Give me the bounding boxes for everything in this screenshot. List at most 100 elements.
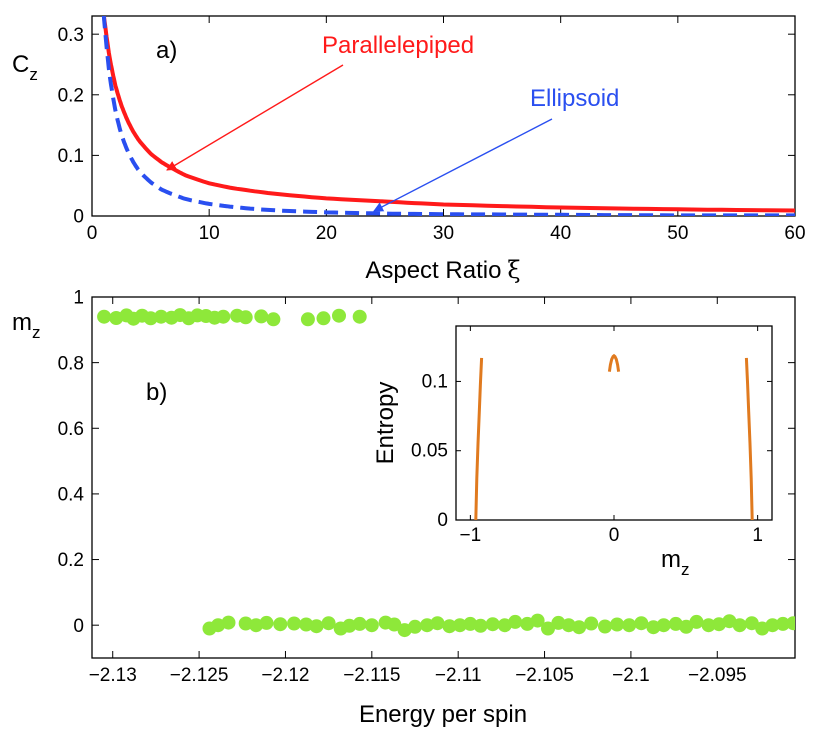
scatter-point [273, 617, 288, 632]
scatter-point [364, 618, 379, 633]
y-tick-label: 0.8 [58, 353, 84, 374]
scatter-point [819, 615, 830, 629]
scatter-point [332, 308, 346, 323]
panel-b-label: b) [146, 379, 167, 406]
scatter-point [238, 616, 253, 631]
series-line-parallelepiped [101, 16, 795, 213]
y-tick-label: 1 [73, 288, 84, 309]
scatter-point [744, 616, 759, 631]
x-tick-label: 60 [784, 223, 805, 244]
inset-ylabel: Entropy [372, 382, 399, 465]
scatter-point [143, 311, 158, 326]
scatter-point [316, 311, 331, 326]
scatter-point [299, 617, 314, 632]
x-tick-label: −1 [460, 525, 482, 546]
entropy-curve-center-branch [607, 353, 621, 372]
panel-b-ticks: −2.13 −2.125 −2.12 −2.115 −2.11 −2.105 −2.1 −2.… [58, 288, 795, 686]
entropy-curve-right-branch [744, 357, 754, 520]
y-tick-label: 0.2 [58, 550, 84, 571]
scatter-point [485, 617, 500, 632]
x-tick-label: −2.13 [89, 665, 137, 686]
panel-b-xlabel: Energy per spin [359, 701, 527, 728]
y-tick-label: 0 [73, 616, 84, 637]
scatter-point [732, 618, 747, 633]
inset-frame [455, 325, 773, 521]
scatter-point [610, 617, 625, 632]
scatter-point [216, 309, 231, 324]
panel-b-series [97, 308, 830, 638]
x-tick-label: 10 [199, 223, 220, 244]
y-tick-label: 0.6 [58, 419, 84, 440]
inset-xlabel: mz [661, 546, 690, 579]
x-tick-label: −2.105 [515, 665, 574, 686]
panel-a-xlabel: Aspect Ratio ξ [365, 256, 520, 284]
x-tick-label: 50 [667, 223, 688, 244]
scatter-point [249, 618, 264, 633]
x-tick-label: 0 [609, 525, 620, 546]
panel-a-ticks: 0 10 20 30 40 50 60 0 0.1 0.2 0.3 [58, 16, 806, 244]
scatter-point [300, 312, 315, 327]
inset-series [474, 353, 754, 520]
y-tick-label: 0.05 [411, 441, 448, 462]
parallelepiped-annotation: Parallelepiped [322, 32, 474, 59]
scatter-point [97, 309, 112, 324]
x-tick-label: −2.095 [688, 665, 747, 686]
scatter-point [656, 618, 671, 633]
y-tick-label: 0.1 [422, 371, 448, 392]
scatter-point [387, 617, 402, 632]
scatter-point [254, 309, 269, 324]
x-tick-label: −2.12 [261, 665, 309, 686]
scatter-point [798, 614, 812, 628]
scatter-point [238, 310, 253, 325]
panel-a: 0 10 20 30 40 50 60 0 0.1 0.2 0.3 a) Cz Aspect Rat… [12, 15, 806, 284]
panel-a-series [101, 16, 795, 216]
panel-b-frame [91, 296, 796, 659]
series-line-ellipsoid [101, 16, 795, 216]
scatter-point [442, 619, 457, 634]
scatter-point [420, 618, 435, 633]
scatter-point [473, 618, 488, 633]
scatter-point [266, 312, 281, 327]
scatter-point [809, 616, 823, 630]
scatter-point [572, 620, 587, 635]
x-tick-label: −2.125 [170, 665, 229, 686]
scatter-point [452, 618, 467, 633]
scatter-point [221, 615, 236, 630]
panel-b-ylabel: mz [12, 309, 41, 342]
ellipsoid-annotation: Ellipsoid [530, 85, 619, 112]
ellipsoid-arrow [373, 118, 553, 212]
y-tick-label: 0.4 [58, 485, 85, 506]
y-tick-label: 0.1 [58, 146, 84, 167]
x-tick-label: 0 [87, 223, 98, 244]
y-tick-label: 0.2 [58, 85, 84, 106]
scatter-point [541, 621, 555, 636]
inset: −1 0 1 0 0.05 0.1 Entropy mz [372, 325, 773, 579]
scatter-point [352, 309, 367, 324]
parallelepiped-arrow [166, 64, 344, 171]
scatter-point [309, 619, 324, 634]
x-tick-label: 20 [316, 223, 337, 244]
scatter-point [321, 616, 336, 631]
scatter-point [775, 616, 790, 631]
y-tick-label: 0 [73, 207, 84, 228]
x-tick-label: 1 [752, 525, 763, 546]
x-tick-label: −2.115 [343, 665, 400, 686]
y-tick-label: 0.3 [58, 25, 84, 46]
inset-ticks: −1 0 1 0 0.05 0.1 [411, 326, 772, 546]
scatter-point [259, 615, 274, 630]
scatter-point [689, 614, 704, 629]
scatter-point [584, 616, 599, 631]
scatter-point [634, 616, 649, 631]
scatter-point [430, 616, 445, 631]
scatter-point [701, 618, 716, 633]
panel-a-ylabel: Cz [12, 51, 38, 84]
scatter-point [287, 616, 302, 631]
scatter-point [765, 618, 780, 633]
x-tick-label: −2.11 [435, 665, 482, 686]
x-tick-label: 40 [550, 223, 571, 244]
scatter-point [622, 618, 637, 633]
scatter-point [154, 309, 169, 324]
scatter-point [530, 613, 545, 628]
panel-b: −2.13 −2.125 −2.12 −2.115 −2.11 −2.105 −2.1 −2.… [12, 288, 830, 728]
